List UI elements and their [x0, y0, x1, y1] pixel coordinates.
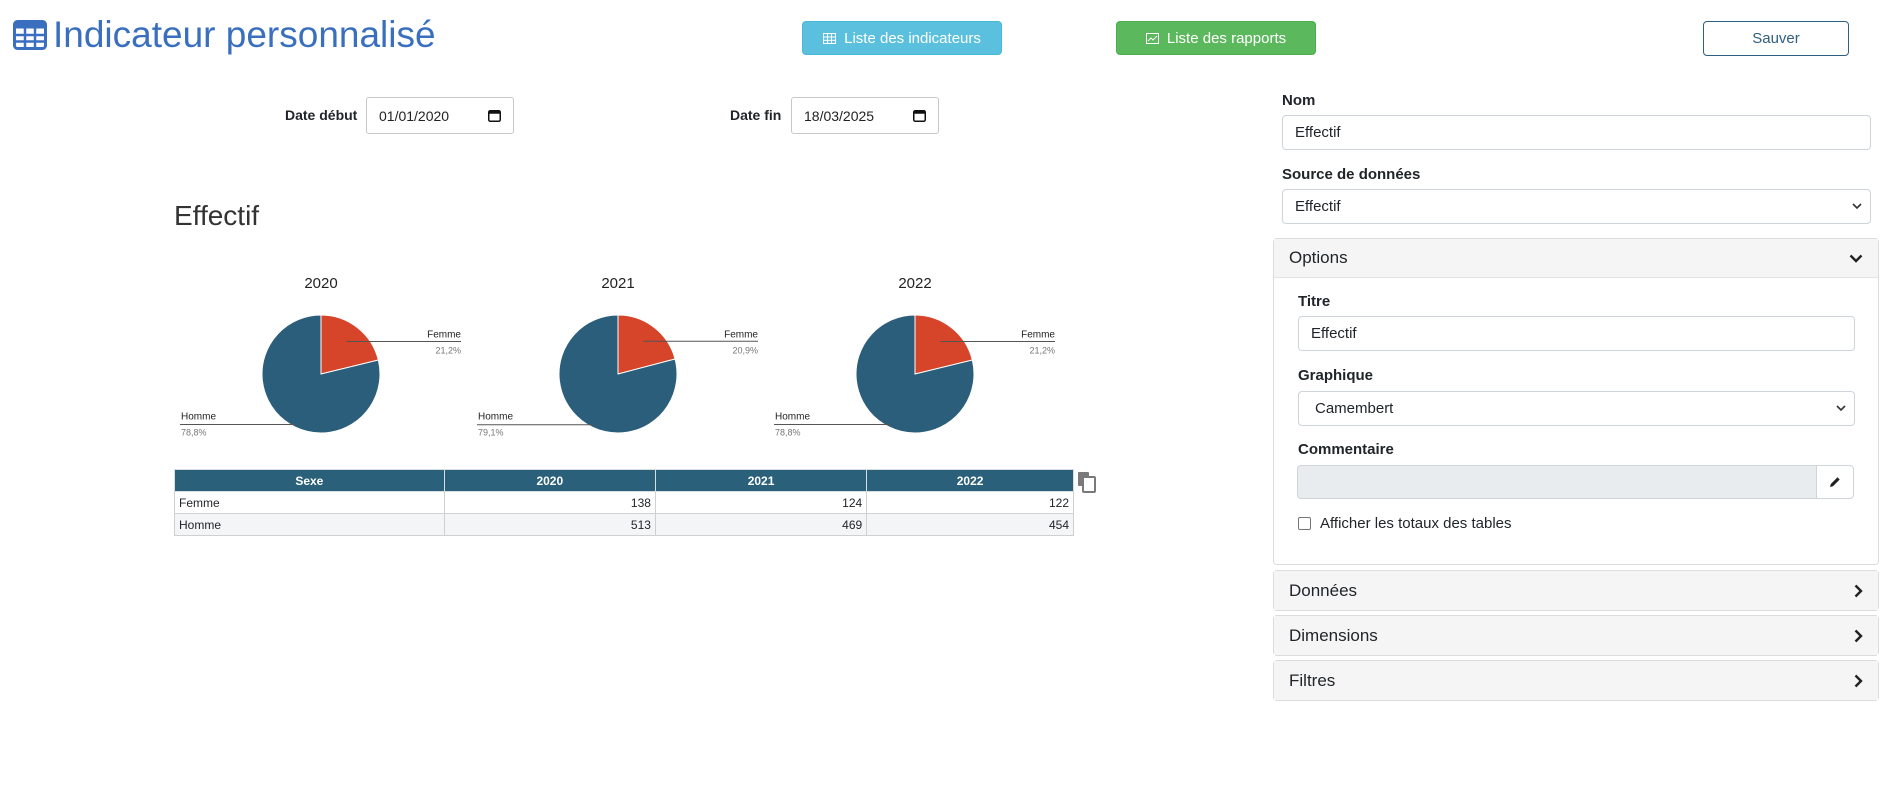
data-table: Sexe 2020 2021 2022 Femme 138 124 122 Homme 513 4…	[174, 469, 1074, 536]
table-icon	[823, 32, 837, 44]
options-panel-title: Options	[1289, 248, 1348, 267]
reports-list-button[interactable]: Liste des rapports	[1116, 21, 1316, 55]
slice-label: Homme	[478, 412, 513, 423]
table-cell: 138	[443, 491, 656, 514]
commentaire-input[interactable]	[1297, 465, 1816, 499]
calendar-icon[interactable]	[913, 109, 926, 122]
pie-charts: 2020 Femme 21,2% Homme 78,8% 2021 Femme 20,9% Ho…	[180, 275, 1055, 438]
options-panel: Options	[1273, 238, 1879, 565]
pie-slice-homme	[855, 314, 975, 434]
titre-input[interactable]: Effectif	[1298, 316, 1855, 351]
graphique-select-value: Camembert	[1315, 400, 1394, 417]
pie-title: 2020	[304, 275, 337, 292]
slice-percent: 78,8%	[775, 427, 801, 437]
table-cell: 124	[654, 491, 868, 514]
chevron-right-icon	[1854, 629, 1863, 642]
donnees-panel-header[interactable]: Données	[1274, 571, 1878, 610]
slice-percent: 20,9%	[732, 345, 758, 355]
reports-list-label: Liste des rapports	[1166, 29, 1287, 47]
dimensions-panel-header[interactable]: Dimensions	[1274, 616, 1878, 655]
pie-title: 2022	[898, 275, 931, 292]
slice-label: Femme	[1021, 330, 1055, 341]
nom-label: Nom	[1282, 92, 1316, 109]
pie-slice-femme	[617, 314, 676, 375]
column-header: 2022	[866, 469, 1074, 492]
slice-percent: 21,2%	[435, 346, 461, 356]
slice-percent: 21,2%	[1029, 346, 1055, 356]
slice-percent: 78,8%	[181, 427, 207, 437]
table-icon	[13, 20, 47, 50]
source-select-value: Effectif	[1295, 198, 1341, 215]
start-date-label: Date début	[285, 107, 358, 123]
totaux-checkbox[interactable]	[1298, 517, 1311, 530]
filtres-panel-title: Filtres	[1289, 670, 1336, 690]
end-date-input[interactable]: 18/03/2025	[791, 97, 939, 134]
chevron-down-icon	[1852, 203, 1862, 210]
table-cell: 454	[866, 513, 1074, 536]
start-date-value: 01/01/2020	[379, 107, 450, 124]
indicators-list-label: Liste des indicateurs	[844, 29, 981, 47]
totaux-checkbox-row[interactable]: Afficher les totaux des tables	[1298, 515, 1512, 532]
report-icon	[1145, 32, 1159, 44]
end-date-value: 18/03/2025	[804, 107, 875, 124]
table-cell: 122	[866, 491, 1074, 514]
page-title: Indicateur personnalisé	[13, 10, 436, 60]
dimensions-panel-title: Dimensions	[1289, 625, 1378, 645]
indicators-list-button[interactable]: Liste des indicateurs	[802, 21, 1002, 55]
donnees-panel: Données	[1273, 570, 1879, 611]
calendar-icon[interactable]	[488, 109, 501, 122]
slice-percent: 79,1%	[478, 428, 504, 438]
chart-title: Effectif	[174, 200, 260, 231]
nom-input[interactable]: Effectif	[1282, 115, 1871, 150]
table-row: Homme 513 469 454	[174, 513, 1074, 536]
save-button[interactable]: Sauver	[1703, 21, 1849, 56]
table-cell: 513	[443, 513, 656, 536]
start-date-input[interactable]: 01/01/2020	[366, 97, 514, 134]
filtres-panel: Filtres	[1273, 660, 1879, 701]
commentaire-label: Commentaire	[1298, 441, 1394, 458]
donnees-panel-title: Données	[1289, 580, 1358, 600]
chevron-right-icon	[1854, 674, 1863, 687]
table-row: Femme 138 124 122	[174, 491, 1074, 514]
column-header: Sexe	[174, 469, 445, 492]
end-date-label: Date fin	[730, 107, 782, 123]
titre-label: Titre	[1298, 293, 1331, 310]
commentaire-field	[1297, 465, 1854, 499]
graphique-label: Graphique	[1298, 367, 1374, 384]
source-label: Source de données	[1282, 166, 1421, 183]
copy-icon[interactable]	[1077, 471, 1097, 493]
table-header-row: Sexe 2020 2021 2022	[174, 469, 1074, 492]
dimensions-panel: Dimensions	[1273, 615, 1879, 656]
table-cell: Homme	[174, 513, 445, 536]
table-cell: 469	[654, 513, 868, 536]
graphique-select[interactable]: Camembert	[1298, 391, 1855, 426]
column-header: 2020	[443, 469, 656, 492]
pie-slice-homme	[261, 314, 381, 434]
filtres-panel-header[interactable]: Filtres	[1274, 661, 1878, 700]
pencil-icon	[1830, 477, 1840, 487]
chevron-down-icon	[1849, 254, 1863, 263]
source-select[interactable]: Effectif	[1282, 189, 1871, 224]
pie-slice-femme	[320, 314, 379, 375]
options-panel-header[interactable]: Options	[1274, 239, 1878, 278]
pie-slice-homme	[558, 314, 678, 434]
column-header: 2021	[654, 469, 868, 492]
chevron-down-icon	[1836, 405, 1846, 412]
table-cell: Femme	[174, 491, 445, 514]
slice-label: Femme	[427, 330, 461, 341]
pie-slice-femme	[914, 314, 973, 375]
chevron-right-icon	[1854, 584, 1863, 597]
edit-comment-button[interactable]	[1816, 465, 1854, 499]
totaux-label: Afficher les totaux des tables	[1320, 515, 1512, 532]
page-title-text: Indicateur personnalisé	[53, 14, 436, 55]
pie-title: 2021	[601, 275, 634, 292]
slice-label: Homme	[775, 411, 810, 422]
slice-label: Homme	[181, 411, 216, 422]
slice-label: Femme	[724, 329, 758, 340]
